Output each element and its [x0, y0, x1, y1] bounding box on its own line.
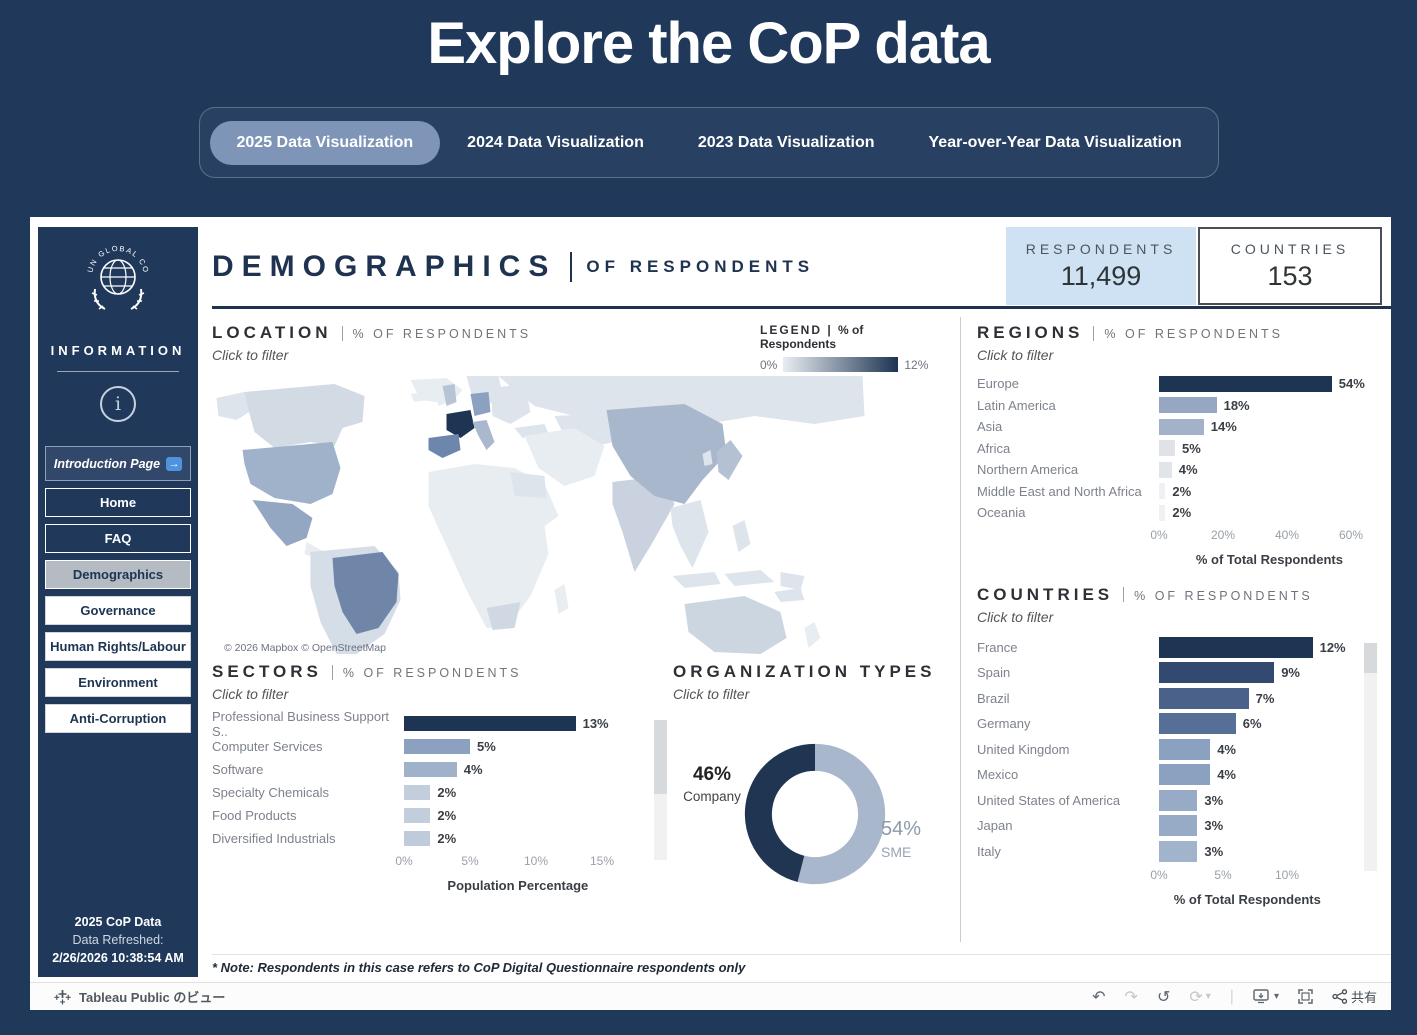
download-icon[interactable]: ▾	[1253, 989, 1279, 1004]
bar-row[interactable]: Professional Business Support S.. 13%	[212, 708, 609, 739]
share-icon[interactable]: 共有	[1332, 987, 1377, 1006]
tableau-toolbar: Tableau Public のビュー ↶ ↷ ↺ ⟳ ▾ | ▾ 共有	[30, 982, 1391, 1010]
map-attribution[interactable]: © 2026 Mapbox © OpenStreetMap	[224, 642, 386, 654]
bar-row[interactable]: Food Products 2%	[212, 808, 457, 823]
bar-row[interactable]: Africa 5%	[977, 440, 1201, 457]
sidebar: UN GLOBAL COMPACT INFORMATION i Introduc…	[38, 227, 198, 977]
world-choropleth-map[interactable]: © 2026 Mapbox © OpenStreetMap	[212, 376, 932, 656]
bar-row[interactable]: Japan 3%	[977, 813, 1391, 839]
divider	[570, 251, 573, 282]
sidebar-item-anti-corruption[interactable]: Anti-Corruption	[45, 704, 191, 733]
company-label: 46% Company	[683, 764, 741, 804]
information-heading: INFORMATION	[50, 343, 186, 358]
click-to-filter-hint: Click to filter	[212, 347, 289, 363]
fullscreen-icon[interactable]	[1298, 989, 1313, 1004]
click-to-filter-hint: Click to filter	[212, 686, 289, 702]
sidebar-item-home[interactable]: Home	[45, 488, 191, 517]
regions-heading: REGIONS % OF RESPONDENTS	[977, 323, 1283, 342]
introduction-page-button[interactable]: Introduction Page →	[45, 446, 191, 481]
countries-counter: COUNTRIES 153	[1198, 227, 1382, 305]
countries-chart: COUNTRIES % OF RESPONDENTS Click to filt…	[977, 584, 1391, 907]
info-icon[interactable]: i	[100, 386, 136, 422]
countries-scrollbar[interactable]	[1364, 642, 1377, 871]
tab-2023[interactable]: 2023 Data Visualization	[697, 133, 875, 151]
tab-yoy[interactable]: Year-over-Year Data Visualization	[928, 133, 1182, 151]
tab-2024[interactable]: 2024 Data Visualization	[467, 133, 644, 151]
data-refreshed-info: 2025 CoP Data Data Refreshed: 2/26/2026 …	[52, 915, 184, 965]
sidebar-item-governance[interactable]: Governance	[45, 596, 191, 625]
tableau-brand[interactable]: Tableau Public のビュー	[54, 987, 225, 1006]
map-legend: LEGEND | % of Respondents 0% 12%	[760, 323, 929, 372]
dashboard-header: DEMOGRAPHICS OF RESPONDENTS RESPONDENTS …	[212, 227, 1391, 309]
sectors-heading: SECTORS % OF RESPONDENTS	[212, 662, 522, 681]
bar-row[interactable]: France 12%	[977, 635, 1391, 661]
sme-label: 54% SME	[881, 818, 922, 860]
bar-row[interactable]: Oceania 2%	[977, 504, 1192, 521]
sidebar-item-demographics[interactable]: Demographics	[45, 560, 191, 589]
svg-text:UN GLOBAL COMPACT: UN GLOBAL COMPACT	[79, 237, 151, 274]
click-to-filter-hint: Click to filter	[977, 608, 1054, 625]
undo-icon[interactable]: ↶	[1092, 988, 1106, 1006]
countries-heading: COUNTRIES % OF RESPONDENTS	[977, 584, 1313, 604]
dashboard-card: UN GLOBAL COMPACT INFORMATION i Introduc…	[30, 217, 1391, 1010]
sidebar-item-faq[interactable]: FAQ	[45, 524, 191, 553]
footnote: * Note: Respondents in this case refers …	[212, 954, 1391, 977]
org-types-donut[interactable]: 46% Company 54% SME	[673, 706, 953, 916]
click-to-filter-hint: Click to filter	[977, 347, 1054, 363]
divider	[960, 317, 961, 942]
bar-row[interactable]: United States of America 3%	[977, 788, 1391, 814]
bar-row[interactable]: Software 4%	[212, 762, 483, 777]
sectors-scrollbar[interactable]	[654, 720, 667, 860]
sidebar-item-environment[interactable]: Environment	[45, 668, 191, 697]
organization-types-chart: ORGANIZATION TYPES Click to filter 46% C…	[673, 662, 953, 916]
bar-row[interactable]: Diversified Industrials 2%	[212, 831, 457, 846]
regions-chart: Europe 54% Latin America 18% Asia 14% Africa 5%…	[977, 373, 1391, 567]
dashboard-title: DEMOGRAPHICS	[212, 249, 557, 283]
dashboard-subtitle: OF RESPONDENTS	[586, 256, 815, 276]
bar-row[interactable]: Asia 14%	[977, 418, 1237, 435]
divider	[57, 371, 179, 372]
organization-types-heading: ORGANIZATION TYPES	[673, 662, 936, 681]
location-heading: LOCATION % OF RESPONDENTS	[212, 323, 532, 342]
tab-bar: 2025 Data Visualization 2024 Data Visual…	[198, 107, 1219, 178]
bar-row[interactable]: Computer Services 5%	[212, 739, 496, 754]
redo-icon[interactable]: ↷	[1124, 988, 1138, 1006]
sidebar-item-human-rights[interactable]: Human Rights/Labour	[45, 632, 191, 661]
bar-row[interactable]: Middle East and North Africa 2%	[977, 483, 1192, 500]
revert-icon[interactable]: ↺	[1156, 988, 1171, 1006]
bar-row[interactable]: Italy 3%	[977, 839, 1391, 865]
arrow-right-icon: →	[166, 456, 183, 471]
respondents-counter: RESPONDENTS 11,499	[1006, 227, 1196, 305]
bar-row[interactable]: Mexico 4%	[977, 762, 1391, 788]
bar-row[interactable]: Spain 9%	[977, 660, 1391, 686]
bar-row[interactable]: Europe 54%	[977, 375, 1365, 392]
sectors-chart: SECTORS % OF RESPONDENTS Click to filter…	[212, 662, 667, 916]
tab-2025[interactable]: 2025 Data Visualization	[209, 120, 441, 165]
bar-row[interactable]: Brazil 7%	[977, 686, 1391, 712]
legend-gradient	[783, 357, 899, 372]
bar-row[interactable]: Latin America 18%	[977, 397, 1250, 414]
bar-row[interactable]: United Kingdom 4%	[977, 737, 1391, 763]
bar-row[interactable]: Northern America 4%	[977, 461, 1198, 478]
divider: |	[1229, 987, 1234, 1005]
bar-row[interactable]: Germany 6%	[977, 711, 1391, 737]
refresh-icon[interactable]: ⟳ ▾	[1189, 988, 1211, 1006]
page-title: Explore the CoP data	[427, 11, 990, 76]
un-global-compact-logo: UN GLOBAL COMPACT	[79, 237, 151, 310]
bar-row[interactable]: Specialty Chemicals 2%	[212, 785, 457, 800]
click-to-filter-hint: Click to filter	[673, 686, 750, 702]
tableau-logo	[54, 990, 71, 1005]
